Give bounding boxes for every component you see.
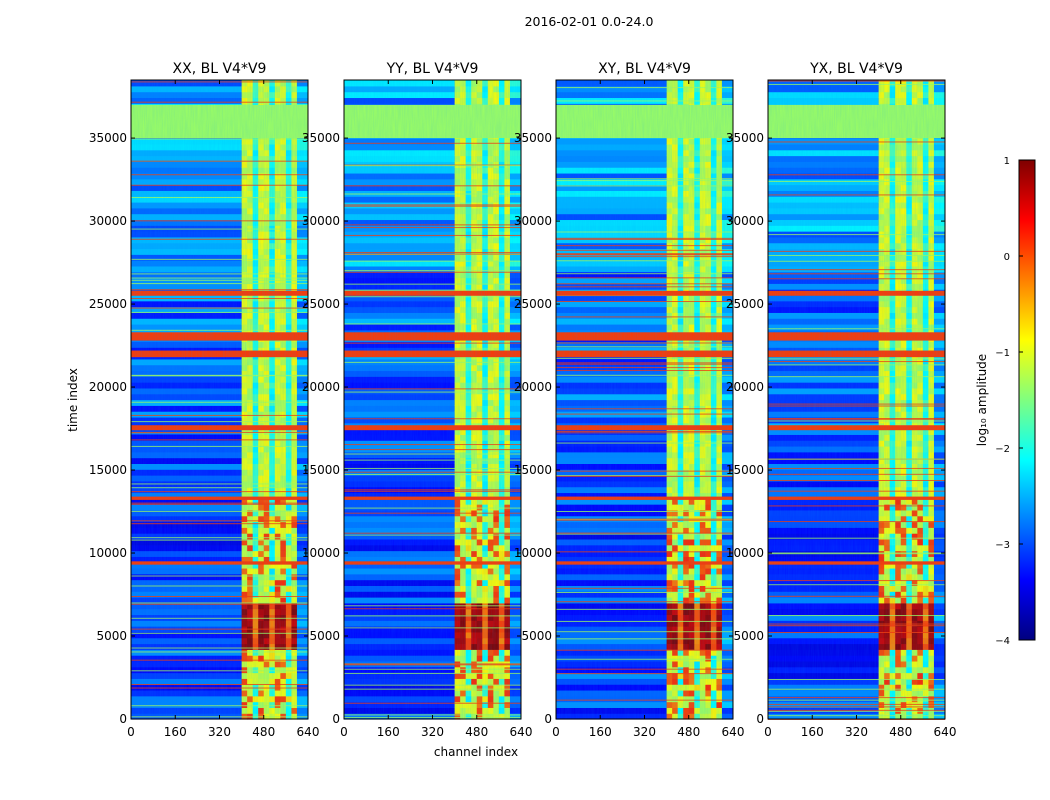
y-tick-label: 15000 bbox=[302, 463, 340, 477]
panel-xy: XY, BL V4*V9 0 160 320 480 640 0 5000 10000 15000… bbox=[514, 61, 745, 739]
y-tick-label: 20000 bbox=[726, 380, 764, 394]
panel-title: XY, BL V4*V9 bbox=[598, 61, 691, 77]
figure-suptitle: 2016-02-01 0.0-24.0 bbox=[525, 14, 654, 29]
y-tick-label: 35000 bbox=[726, 131, 764, 145]
colorbar-label: log₁₀ amplitude bbox=[975, 354, 989, 446]
x-tick-label: 480 bbox=[677, 725, 700, 739]
y-tick-label: 10000 bbox=[726, 546, 764, 560]
y-tick-label: 30000 bbox=[726, 214, 764, 228]
x-tick-label: 640 bbox=[297, 725, 320, 739]
x-tick-label: 0 bbox=[127, 725, 135, 739]
colorbar-gradient bbox=[1018, 159, 1036, 641]
panel-title: XX, BL V4*V9 bbox=[173, 61, 267, 77]
x-tick-label: 480 bbox=[465, 725, 488, 739]
x-tick-label: 160 bbox=[377, 725, 400, 739]
colorbar-tick-label: 1 bbox=[1004, 156, 1010, 167]
y-tick-label: 0 bbox=[119, 712, 127, 726]
y-tick-label: 25000 bbox=[89, 297, 127, 311]
y-tick-label: 35000 bbox=[514, 131, 552, 145]
y-tick-label: 15000 bbox=[89, 463, 127, 477]
x-tick-label: 480 bbox=[889, 725, 912, 739]
y-tick-label: 25000 bbox=[726, 297, 764, 311]
colorbar-tick-label: −3 bbox=[995, 540, 1010, 551]
y-tick-label: 25000 bbox=[514, 297, 552, 311]
y-tick-label: 0 bbox=[544, 712, 552, 726]
panels: XX, BL V4*V9 0 160 320 480 640 0 5000 10000 15000… bbox=[89, 61, 957, 739]
y-tick-label: 5000 bbox=[309, 629, 340, 643]
heatmap-xy bbox=[556, 80, 733, 720]
y-tick-label: 5000 bbox=[733, 629, 764, 643]
x-tick-label: 640 bbox=[934, 725, 957, 739]
y-tick-label: 10000 bbox=[514, 546, 552, 560]
y-tick-label: 20000 bbox=[89, 380, 127, 394]
y-tick-label: 5000 bbox=[521, 629, 552, 643]
x-tick-label: 0 bbox=[764, 725, 772, 739]
x-tick-label: 320 bbox=[633, 725, 656, 739]
heatmap-xx bbox=[131, 80, 308, 720]
panel-title: YY, BL V4*V9 bbox=[386, 61, 479, 77]
panel-yy: YY, BL V4*V9 0 160 320 480 640 0 5000 10000 15000… bbox=[302, 61, 533, 739]
x-tick-label: 160 bbox=[164, 725, 187, 739]
panel-yx: YX, BL V4*V9 0 160 320 480 640 0 5000 10000 15000… bbox=[726, 61, 957, 739]
y-tick-label: 30000 bbox=[514, 214, 552, 228]
y-tick-label: 35000 bbox=[89, 131, 127, 145]
colorbar-tick-label: 0 bbox=[1004, 252, 1010, 263]
y-tick-label: 0 bbox=[332, 712, 340, 726]
x-tick-label: 160 bbox=[589, 725, 612, 739]
panel-xx: XX, BL V4*V9 0 160 320 480 640 0 5000 10000 15000… bbox=[89, 61, 320, 739]
colorbar-tick-label: −1 bbox=[995, 348, 1010, 359]
x-axis-label: channel index bbox=[434, 745, 518, 759]
x-tick-label: 320 bbox=[845, 725, 868, 739]
x-tick-label: 320 bbox=[208, 725, 231, 739]
y-tick-label: 30000 bbox=[302, 214, 340, 228]
y-tick-label: 35000 bbox=[302, 131, 340, 145]
colorbar: 1 0 −1 −2 −3 −4 log₁₀ amplitude bbox=[975, 156, 1036, 647]
y-tick-label: 20000 bbox=[514, 380, 552, 394]
y-tick-label: 15000 bbox=[726, 463, 764, 477]
panel-title: YX, BL V4*V9 bbox=[809, 61, 903, 77]
heatmap-yx bbox=[768, 80, 945, 720]
x-tick-label: 160 bbox=[801, 725, 824, 739]
y-tick-label: 25000 bbox=[302, 297, 340, 311]
y-tick-label: 5000 bbox=[96, 629, 127, 643]
y-tick-label: 15000 bbox=[514, 463, 552, 477]
y-tick-label: 10000 bbox=[302, 546, 340, 560]
y-tick-label: 10000 bbox=[89, 546, 127, 560]
x-tick-label: 480 bbox=[252, 725, 275, 739]
x-tick-label: 320 bbox=[421, 725, 444, 739]
heatmap-yy bbox=[344, 80, 521, 720]
x-tick-label: 0 bbox=[552, 725, 560, 739]
y-axis-label: time index bbox=[66, 368, 80, 432]
x-tick-label: 640 bbox=[722, 725, 745, 739]
colorbar-ticks: 1 0 −1 −2 −3 −4 bbox=[995, 156, 1023, 647]
y-tick-label: 0 bbox=[756, 712, 764, 726]
y-tick-label: 30000 bbox=[89, 214, 127, 228]
x-tick-label: 0 bbox=[340, 725, 348, 739]
y-tick-label: 20000 bbox=[302, 380, 340, 394]
colorbar-tick-label: −2 bbox=[995, 444, 1010, 455]
x-tick-label: 640 bbox=[510, 725, 533, 739]
colorbar-tick-label: −4 bbox=[995, 636, 1010, 647]
